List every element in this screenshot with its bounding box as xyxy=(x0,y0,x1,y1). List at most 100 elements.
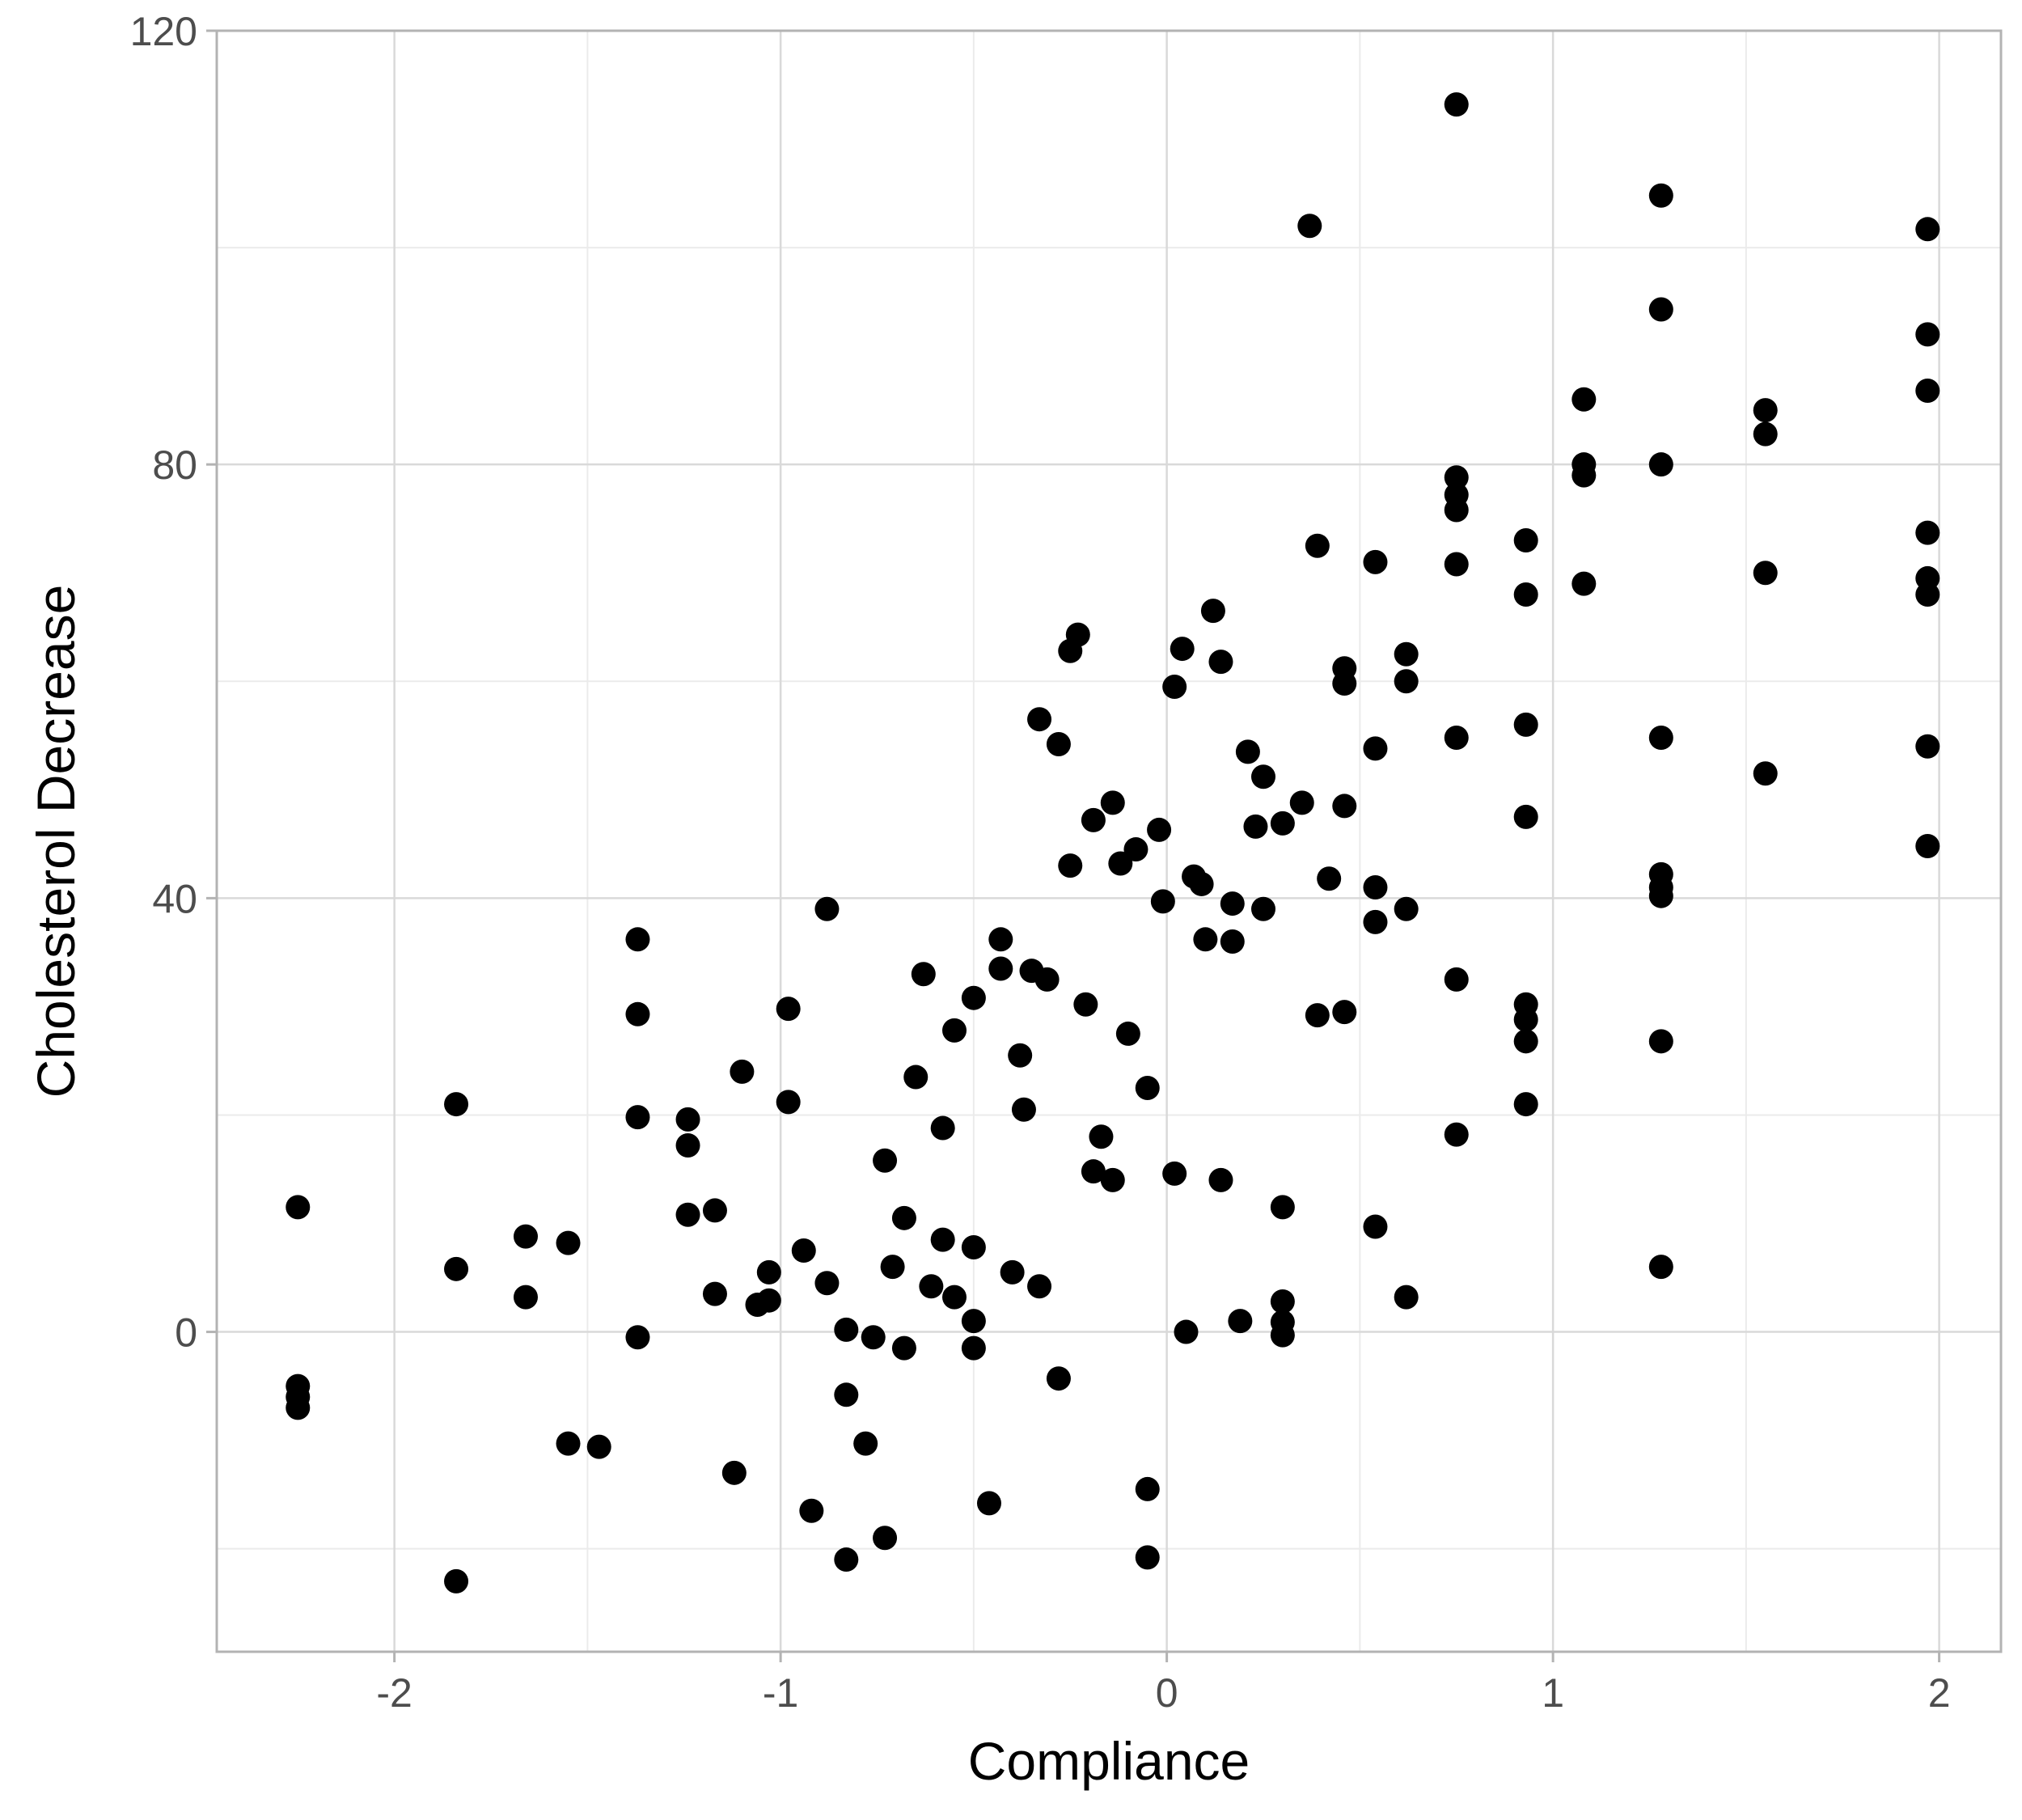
data-point xyxy=(1115,1021,1140,1046)
data-point xyxy=(1235,739,1260,764)
data-point xyxy=(1363,1214,1388,1239)
data-point xyxy=(1513,1007,1538,1032)
x-axis-title: Compliance xyxy=(968,1731,1250,1791)
data-points xyxy=(286,92,1940,1594)
y-tick-label: 80 xyxy=(152,442,197,488)
data-point xyxy=(1174,1319,1199,1344)
data-point xyxy=(1915,322,1940,347)
data-point xyxy=(853,1431,878,1456)
data-point xyxy=(1648,1255,1673,1280)
data-point xyxy=(556,1431,581,1456)
data-point xyxy=(1135,1545,1160,1570)
data-point xyxy=(1444,552,1469,577)
data-point xyxy=(1034,967,1060,992)
data-point xyxy=(286,1195,311,1220)
data-point xyxy=(625,927,650,952)
data-point xyxy=(911,962,936,987)
data-point xyxy=(1270,1195,1295,1220)
data-point xyxy=(675,1133,700,1158)
data-point xyxy=(1332,1000,1357,1025)
data-point xyxy=(1100,790,1125,815)
data-point xyxy=(988,927,1013,952)
data-point xyxy=(1011,1097,1036,1122)
data-point xyxy=(1571,571,1597,596)
data-point xyxy=(930,1115,955,1141)
data-point xyxy=(1363,874,1388,899)
data-point xyxy=(1081,1159,1106,1184)
data-point xyxy=(1027,1274,1052,1299)
data-point xyxy=(513,1224,538,1249)
minor-gridlines xyxy=(217,31,2001,1652)
data-point xyxy=(1513,1092,1538,1117)
data-point xyxy=(702,1281,727,1306)
data-point xyxy=(799,1498,824,1523)
data-point xyxy=(1444,465,1469,490)
data-point xyxy=(1444,725,1469,750)
data-point xyxy=(1058,853,1083,878)
data-point xyxy=(834,1382,859,1407)
data-point xyxy=(942,1018,967,1043)
y-tick-label: 120 xyxy=(130,9,197,54)
data-point xyxy=(961,1309,986,1334)
data-point xyxy=(1305,1003,1330,1028)
data-point xyxy=(1753,421,1778,447)
y-axis-ticks: 0 40 80 120 xyxy=(130,9,217,1356)
data-point xyxy=(891,1335,916,1361)
data-point xyxy=(930,1227,955,1252)
data-point xyxy=(1363,549,1388,574)
data-point xyxy=(1135,1476,1160,1501)
data-point xyxy=(1108,851,1133,876)
data-point xyxy=(1571,463,1597,488)
data-point xyxy=(730,1059,755,1084)
data-point xyxy=(1289,790,1314,815)
data-point xyxy=(976,1491,1001,1516)
data-point xyxy=(1270,811,1295,836)
data-point xyxy=(1394,641,1419,667)
data-point xyxy=(1046,1366,1071,1391)
data-point xyxy=(1135,1075,1160,1100)
data-point xyxy=(834,1317,859,1342)
data-point xyxy=(1915,582,1940,607)
data-point xyxy=(1332,671,1357,696)
y-tick-label: 40 xyxy=(152,876,197,921)
data-point xyxy=(776,1090,801,1115)
data-point xyxy=(675,1202,700,1227)
data-point xyxy=(1363,736,1388,761)
data-point xyxy=(891,1205,916,1230)
data-point xyxy=(1000,1259,1025,1285)
x-tick-label: 1 xyxy=(1542,1670,1564,1716)
data-point xyxy=(1513,528,1538,553)
data-point xyxy=(1648,1029,1673,1054)
data-point xyxy=(1513,1029,1538,1054)
data-point xyxy=(513,1285,538,1310)
data-point xyxy=(1444,967,1469,992)
data-point xyxy=(1208,650,1233,675)
data-point xyxy=(1394,1285,1419,1310)
y-tick-label: 0 xyxy=(175,1310,197,1356)
data-point xyxy=(721,1460,747,1485)
data-point xyxy=(1915,217,1940,242)
data-point xyxy=(873,1148,898,1173)
data-point xyxy=(1305,533,1330,558)
data-point xyxy=(1915,520,1940,545)
data-point xyxy=(1444,497,1469,523)
data-point xyxy=(444,1256,469,1281)
data-point xyxy=(961,1335,986,1361)
data-point xyxy=(861,1325,886,1350)
data-point xyxy=(1513,804,1538,829)
data-point xyxy=(1513,712,1538,737)
data-point xyxy=(1220,929,1245,954)
data-point xyxy=(1250,896,1275,921)
data-point xyxy=(1065,622,1090,647)
data-point xyxy=(1162,674,1187,699)
data-point xyxy=(1648,183,1673,208)
data-point xyxy=(1100,1167,1125,1192)
data-point xyxy=(756,1288,781,1313)
data-point xyxy=(776,997,801,1022)
data-point xyxy=(702,1198,727,1223)
data-point xyxy=(1915,379,1940,404)
y-axis-title: Cholesterol Decrease xyxy=(26,585,86,1098)
data-point xyxy=(1270,1323,1295,1348)
